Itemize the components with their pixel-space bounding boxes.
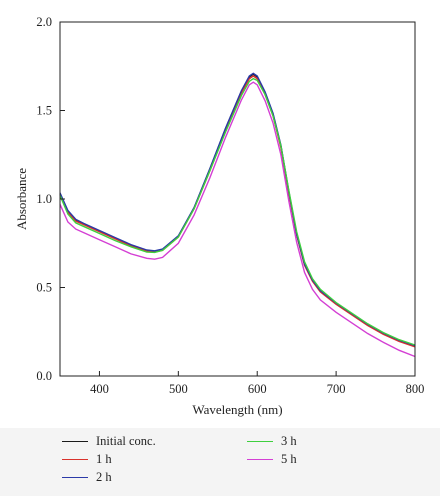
absorbance-chart: 400 500 600 700 800 0.0 0.5 1.0 1.5 2.0 Waveleng… xyxy=(14,15,424,417)
legend-swatch xyxy=(247,459,273,460)
x-tick-label: 400 xyxy=(90,382,109,396)
legend-label: 1 h xyxy=(96,452,112,466)
series-line-2 xyxy=(59,72,416,347)
x-tick-label: 800 xyxy=(406,382,425,396)
legend-label: 3 h xyxy=(281,434,297,448)
legend-item-3h: 3 h xyxy=(247,434,297,449)
series-line-1 xyxy=(59,75,416,348)
series-lines xyxy=(59,72,416,358)
x-tick-label: 500 xyxy=(169,382,188,396)
legend-swatch xyxy=(247,441,273,442)
series-line-3 xyxy=(59,77,416,346)
legend-label: Initial conc. xyxy=(96,434,156,448)
x-axis-label: Wavelength (nm) xyxy=(192,402,282,417)
x-tick-label: 600 xyxy=(248,382,267,396)
y-tick-label: 0.0 xyxy=(36,369,52,383)
legend-item-initial: Initial conc. xyxy=(62,434,156,449)
legend-label: 2 h xyxy=(96,470,112,484)
y-tick-label: 2.0 xyxy=(36,15,52,29)
series-line-0 xyxy=(59,73,416,347)
series-line-4 xyxy=(59,81,416,358)
x-axis: 400 500 600 700 800 xyxy=(90,371,424,396)
legend-swatch xyxy=(62,477,88,478)
x-tick-label: 700 xyxy=(327,382,346,396)
y-tick-label: 0.5 xyxy=(36,281,52,295)
legend-item-2h: 2 h xyxy=(62,470,112,485)
legend-label: 5 h xyxy=(281,452,297,466)
y-tick-label: 1.0 xyxy=(36,192,52,206)
legend-swatch xyxy=(62,441,88,442)
plot-frame xyxy=(59,21,416,377)
y-axis: 0.0 0.5 1.0 1.5 2.0 xyxy=(36,15,65,383)
legend-item-5h: 5 h xyxy=(247,452,297,467)
legend-swatch xyxy=(62,459,88,460)
y-axis-label: Absorbance xyxy=(14,168,29,230)
y-tick-label: 1.5 xyxy=(36,104,52,118)
legend-item-1h: 1 h xyxy=(62,452,112,467)
legend: Initial conc. 1 h 2 h 3 h 5 h xyxy=(0,428,440,496)
